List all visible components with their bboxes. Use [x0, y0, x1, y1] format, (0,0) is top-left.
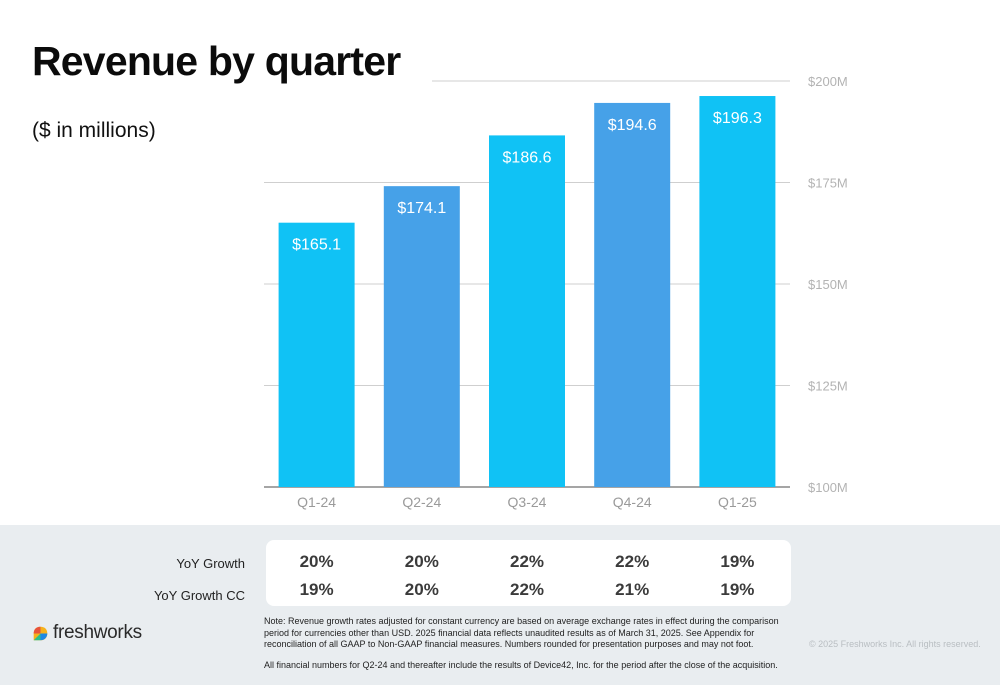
freshworks-logo: freshworks — [32, 622, 142, 644]
freshworks-logo-text: freshworks — [53, 622, 142, 643]
y-tick-label: $125M — [808, 379, 848, 394]
bar-value-label: $165.1 — [292, 237, 341, 254]
yoy-growth-value: 20% — [404, 552, 439, 571]
bar-value-label: $194.6 — [608, 117, 657, 134]
bar-q1-24 — [278, 222, 355, 487]
yoy-growth-value: 19% — [720, 552, 755, 571]
yoy-growth-value: 22% — [615, 552, 650, 571]
bar-value-label: $174.1 — [397, 200, 446, 217]
bar-value-label: $186.6 — [503, 149, 552, 166]
yoy-growth-cc-value: 19% — [299, 580, 334, 599]
yoy-growth-cc-value: 20% — [404, 580, 439, 599]
revenue-bar-chart: $100M $125M $150M $175M $200M $165.1 Q1-24 $174… — [264, 74, 848, 510]
yoy-growth-value: 20% — [299, 552, 334, 571]
x-tick-label: Q1-25 — [718, 494, 757, 510]
x-tick-label: Q2-24 — [402, 494, 441, 510]
x-tick-label: Q4-24 — [613, 494, 652, 510]
yoy-growth-label: YoY Growth — [176, 556, 245, 571]
bar-q2-24 — [383, 186, 460, 488]
page-title: Revenue by quarter — [32, 38, 401, 84]
yoy-growth-cc-value: 19% — [720, 580, 755, 599]
bar-value-label: $196.3 — [713, 110, 762, 127]
copyright: © 2025 Freshworks Inc. All rights reserv… — [809, 639, 981, 649]
bar-q1-25 — [699, 96, 776, 487]
footnote-device42: All financial numbers for Q2-24 and ther… — [264, 660, 778, 670]
page-subtitle: ($ in millions) — [32, 119, 156, 142]
yoy-growth-cc-label: YoY Growth CC — [153, 588, 245, 603]
y-tick-label: $100M — [808, 480, 848, 495]
bar-q4-24 — [594, 102, 671, 487]
yoy-growth-cc-value: 22% — [509, 580, 545, 599]
y-tick-label: $150M — [808, 277, 848, 292]
footnote: Note: Revenue growth rates adjusted for … — [264, 616, 779, 649]
growth-table — [266, 540, 791, 606]
yoy-growth-value: 22% — [509, 552, 545, 571]
bar-q3-24 — [489, 135, 565, 488]
y-tick-label: $175M — [808, 176, 848, 191]
x-tick-label: Q3-24 — [508, 494, 547, 510]
yoy-growth-cc-value: 21% — [615, 580, 650, 599]
x-tick-label: Q1-24 — [297, 494, 336, 510]
freshworks-logo-icon — [33, 626, 48, 640]
y-tick-label: $200M — [808, 74, 848, 89]
